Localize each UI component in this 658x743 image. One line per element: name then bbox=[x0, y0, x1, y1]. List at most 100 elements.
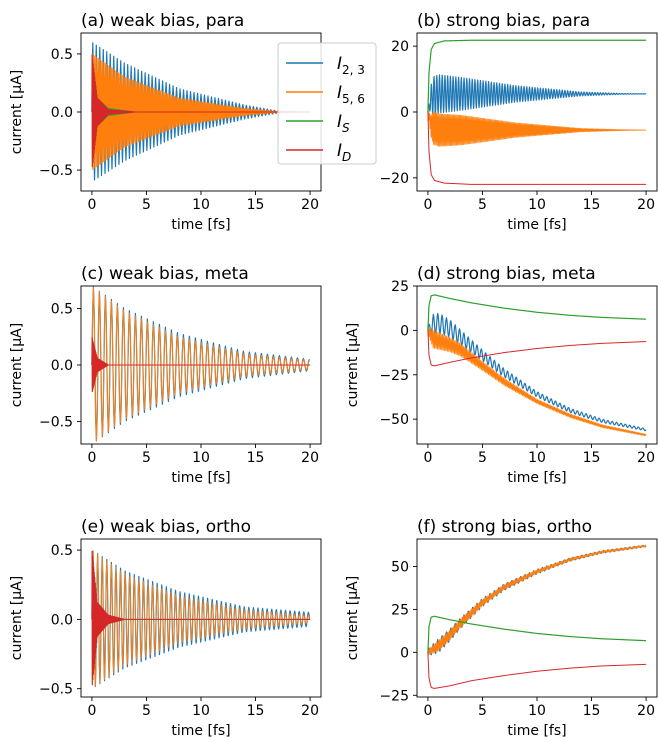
legend: I2, 3 I5, 6 IS ID bbox=[277, 42, 377, 165]
panel-frame bbox=[416, 538, 658, 698]
legend-box bbox=[277, 42, 377, 165]
x-tick-label: 20 bbox=[301, 703, 319, 719]
panel-data bbox=[427, 39, 647, 185]
x-tick-label: 15 bbox=[247, 703, 265, 719]
series-line-I23 bbox=[427, 312, 647, 432]
y-axis-label: current [μA] bbox=[345, 323, 361, 407]
x-axis-label: time [fs] bbox=[171, 723, 230, 739]
legend-label-ID: ID bbox=[337, 141, 351, 164]
panel-6: 0 5 10 15 20 −25 0 25 50 (f) strong bias, ortho ti… bbox=[345, 517, 658, 739]
x-tick-label: 15 bbox=[247, 197, 265, 213]
panel-data bbox=[427, 544, 647, 689]
series-line-I23 bbox=[427, 74, 647, 116]
legend-label-I56: I5, 6 bbox=[337, 83, 365, 106]
x-tick-label: 20 bbox=[637, 197, 655, 213]
y-axis-label: current [μA] bbox=[9, 323, 25, 407]
x-tick-label: 10 bbox=[528, 450, 546, 466]
x-tick-label: 20 bbox=[637, 450, 655, 466]
x-tick-label: 20 bbox=[637, 703, 655, 719]
x-tick-label: 20 bbox=[301, 450, 319, 466]
series-line-I23 bbox=[427, 544, 647, 656]
series-line-I56 bbox=[91, 550, 310, 687]
x-axis-label: time [fs] bbox=[507, 470, 566, 486]
panel-data bbox=[91, 42, 311, 181]
x-axis-label: time [fs] bbox=[507, 217, 566, 233]
panel-title: (f) strong bias, ortho bbox=[417, 517, 592, 537]
y-tick-label: −0.5 bbox=[39, 414, 73, 430]
x-tick-label: 0 bbox=[87, 450, 96, 466]
panel-frame bbox=[416, 285, 658, 445]
legend-label-IS: IS bbox=[337, 112, 350, 135]
panel-title: (e) weak bias, ortho bbox=[81, 517, 251, 537]
legend-label-I23: I2, 3 bbox=[337, 54, 365, 77]
panel-3: 0 5 10 15 20 −0.5 0.0 0.5 (c) weak bias, meta tim… bbox=[9, 264, 322, 486]
x-tick-label: 15 bbox=[247, 450, 265, 466]
series-line-ID bbox=[427, 652, 647, 689]
x-tick-label: 10 bbox=[528, 197, 546, 213]
series-line-I56 bbox=[427, 326, 647, 437]
series-line-I56 bbox=[91, 286, 310, 442]
x-tick-label: 10 bbox=[192, 450, 210, 466]
panel-data bbox=[427, 294, 647, 437]
y-tick-label: 0 bbox=[400, 323, 409, 339]
y-tick-label: −20 bbox=[379, 171, 409, 187]
y-tick-label: −25 bbox=[379, 688, 409, 704]
panel-1: 0 5 10 15 20 −0.5 0.0 0.5 (a) weak bias, para tim… bbox=[9, 11, 322, 233]
series-line-ID bbox=[91, 54, 311, 168]
x-tick-label: 15 bbox=[583, 450, 601, 466]
panel-2: 0 5 10 15 20 −20 0 20 (b) strong bias, para time … bbox=[379, 11, 658, 233]
panel-data bbox=[91, 550, 311, 688]
y-tick-label: 0 bbox=[400, 645, 409, 661]
panel-4: 0 5 10 15 20 −50 −25 0 25 (d) strong bias, meta ti… bbox=[345, 264, 658, 486]
series-line-ID bbox=[427, 111, 647, 185]
y-tick-label: −0.5 bbox=[39, 163, 73, 179]
x-tick-label: 5 bbox=[478, 197, 487, 213]
x-tick-label: 5 bbox=[142, 450, 151, 466]
x-tick-label: 5 bbox=[142, 703, 151, 719]
x-tick-label: 0 bbox=[423, 450, 432, 466]
series-line-ID bbox=[91, 550, 311, 686]
panel-title: (c) weak bias, meta bbox=[81, 264, 249, 284]
y-tick-label: −0.5 bbox=[39, 682, 73, 698]
x-tick-label: 0 bbox=[423, 197, 432, 213]
y-axis-label: current [μA] bbox=[9, 576, 25, 660]
series-line-ID bbox=[91, 336, 311, 393]
panel-title: (a) weak bias, para bbox=[81, 11, 244, 31]
series-line-ID bbox=[427, 330, 647, 367]
x-tick-label: 5 bbox=[142, 197, 151, 213]
y-tick-label: 0.0 bbox=[51, 612, 73, 628]
y-tick-label: 25 bbox=[391, 602, 409, 618]
y-tick-label: 25 bbox=[391, 279, 409, 295]
y-tick-label: 0.5 bbox=[51, 47, 73, 63]
series-line-IS bbox=[427, 294, 647, 331]
x-tick-label: 10 bbox=[528, 703, 546, 719]
x-axis-label: time [fs] bbox=[171, 217, 230, 233]
x-tick-label: 0 bbox=[87, 197, 96, 213]
y-axis-label: current [μA] bbox=[9, 70, 25, 154]
panel-title: (b) strong bias, para bbox=[417, 11, 590, 31]
x-tick-label: 0 bbox=[423, 703, 432, 719]
panel-data bbox=[91, 286, 311, 442]
x-tick-label: 15 bbox=[583, 197, 601, 213]
series-line-IS bbox=[427, 39, 647, 113]
panel-title: (d) strong bias, meta bbox=[417, 264, 596, 284]
y-tick-label: 0 bbox=[400, 105, 409, 121]
y-tick-label: 0.5 bbox=[51, 543, 73, 559]
y-tick-label: −50 bbox=[379, 412, 409, 428]
y-tick-label: −25 bbox=[379, 368, 409, 384]
y-tick-label: 0.0 bbox=[51, 105, 73, 121]
x-tick-label: 10 bbox=[192, 197, 210, 213]
series-line-I23 bbox=[91, 550, 311, 688]
y-tick-label: 50 bbox=[391, 559, 409, 575]
x-tick-label: 0 bbox=[87, 703, 96, 719]
x-tick-label: 15 bbox=[583, 703, 601, 719]
x-tick-label: 10 bbox=[192, 703, 210, 719]
panel-frame bbox=[416, 32, 658, 192]
series-line-I56 bbox=[427, 544, 647, 655]
x-axis-label: time [fs] bbox=[171, 470, 230, 486]
series-line-IS bbox=[427, 615, 647, 653]
y-tick-label: 0.0 bbox=[51, 358, 73, 374]
x-tick-label: 5 bbox=[478, 703, 487, 719]
y-axis-label: current [μA] bbox=[345, 576, 361, 660]
